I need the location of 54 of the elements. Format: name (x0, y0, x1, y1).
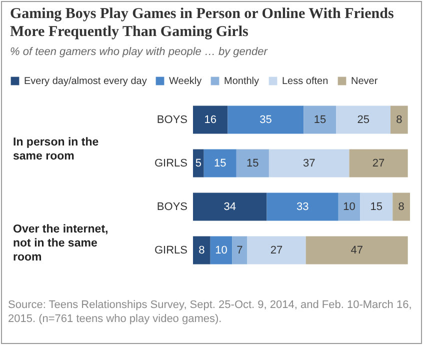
legend-label: Less often (282, 76, 328, 87)
bar (336, 106, 390, 134)
y-tick-label: BOYS (156, 114, 188, 126)
data-label: 15 (370, 200, 382, 213)
data-label: 15 (214, 157, 226, 170)
data-label: 8 (396, 114, 402, 126)
bar (392, 192, 410, 221)
source-note: Source: Teens Relationships Survey, Sept. 25-Oct. 9, 2014, and Feb. 10-March 16, 2015. (n=761 teens who play video games). (8, 298, 413, 326)
bar (193, 149, 204, 178)
chart-subtitle: % of teen gamers who play with people … by gender (10, 46, 268, 58)
bar (193, 192, 267, 221)
y-tick-label: BOYS (156, 200, 188, 213)
text: Over the internet, not in the same room (13, 223, 108, 264)
bar (266, 192, 338, 221)
bar (338, 192, 360, 221)
bar (304, 106, 336, 134)
y-tick-label: GIRLS (154, 157, 188, 170)
bar (232, 236, 248, 264)
legend-label: Monthly (224, 76, 260, 87)
data-label: 10 (343, 200, 356, 213)
chart-title: Gaming Boys Play Games in Person or Online With Friends More Frequently Than Gaming Girls (10, 5, 395, 41)
data-label: 7 (236, 244, 243, 256)
data-label: 33 (296, 200, 309, 213)
data-label: 25 (357, 114, 370, 126)
bar (193, 236, 210, 264)
data-label: 47 (350, 244, 363, 256)
bar (228, 106, 304, 134)
data-label: 34 (224, 200, 236, 213)
bar (349, 149, 408, 178)
data-label: 16 (204, 114, 216, 126)
bar (236, 149, 269, 178)
bar (390, 106, 408, 134)
bar (360, 192, 393, 221)
legend-label: Every day/almost every day (24, 76, 147, 87)
bar (247, 236, 306, 264)
y-tick-label: GIRLS (154, 244, 188, 256)
bar (268, 149, 350, 178)
data-label: 27 (372, 157, 385, 170)
bar (210, 236, 232, 264)
data-label: 8 (398, 200, 404, 213)
data-label: 8 (198, 244, 205, 256)
data-label: 27 (270, 244, 283, 256)
data-label: 10 (215, 244, 228, 256)
legend-label: Never (351, 76, 378, 87)
data-label: 5 (195, 157, 202, 170)
bar (193, 106, 228, 134)
bar (306, 236, 408, 264)
data-label: 15 (246, 157, 259, 170)
legend-label: Weekly (169, 76, 202, 87)
data-label: 15 (314, 114, 326, 126)
data-label: 37 (302, 157, 316, 170)
bar (204, 149, 236, 178)
data-label: 35 (260, 114, 272, 126)
text: In person in the same room (13, 136, 99, 162)
